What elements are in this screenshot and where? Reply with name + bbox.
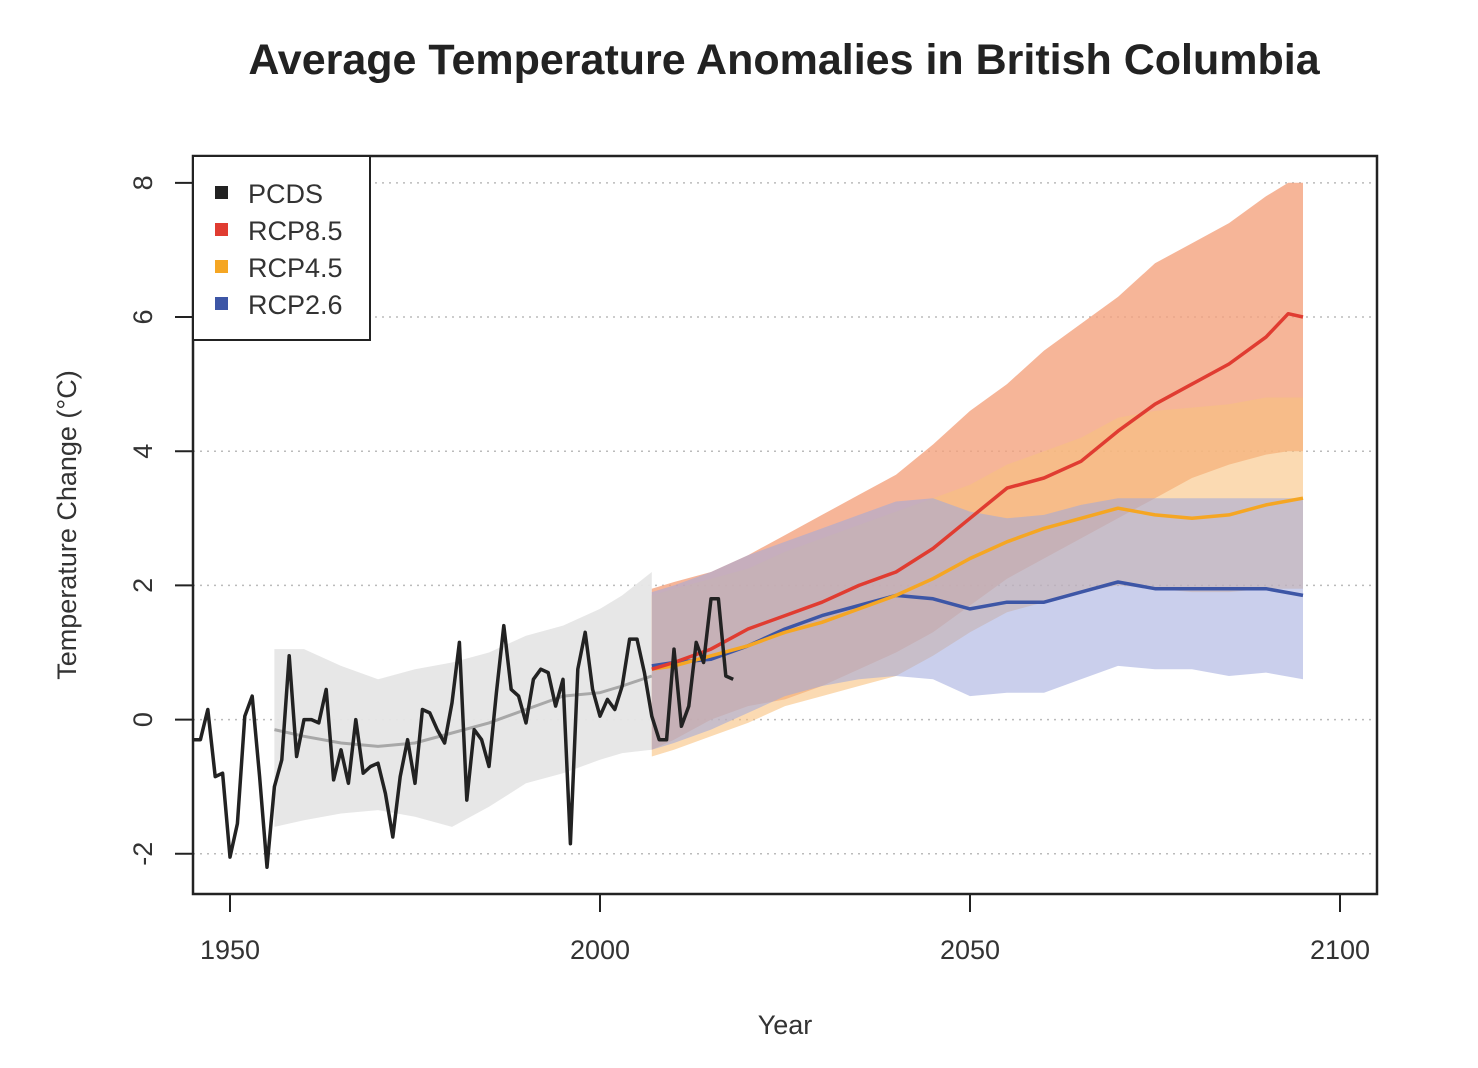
legend-swatch-rcp26 [215,297,228,310]
legend-swatch-pcds [215,186,228,199]
y-tick-label: 2 [128,578,158,593]
legend-swatch-rcp45 [215,260,228,273]
y-tick-label: 8 [128,175,158,190]
x-tick-label: 2050 [940,935,1000,965]
y-tick-label: -2 [128,842,158,866]
axis-layer: -2 0 2 4 6 8 1950 2000 2050 2100 [128,175,1370,965]
legend-label-pcds: PCDS [248,179,323,209]
y-tick-label: 4 [128,444,158,459]
y-tick-label: 6 [128,310,158,325]
line-historical-mean [274,674,653,748]
line-rcp85 [651,311,1304,671]
chart-title: Average Temperature Anomalies in British… [248,36,1320,84]
x-tick-label: 1950 [200,935,260,965]
legend: PCDS RCP8.5 RCP4.5 RCP2.6 [192,155,371,341]
legend-label-rcp45: RCP4.5 [248,253,343,283]
line-rcp45 [651,496,1304,671]
line-pcds [193,597,734,869]
legend-label-rcp85: RCP8.5 [248,216,343,246]
x-tick-label: 2100 [1310,935,1370,965]
legend-label-rcp26: RCP2.6 [248,290,343,320]
legend-swatch-rcp85 [215,223,228,236]
y-tick-label: 0 [128,712,158,727]
y-axis-label: Temperature Change (°C) [52,370,82,679]
x-tick-label: 2000 [570,935,630,965]
x-axis-label: Year [758,1010,813,1040]
band-layer [274,182,1303,827]
band-rcp26 [651,498,1303,750]
line-layer [193,311,1304,869]
plot-frame [191,154,1379,896]
